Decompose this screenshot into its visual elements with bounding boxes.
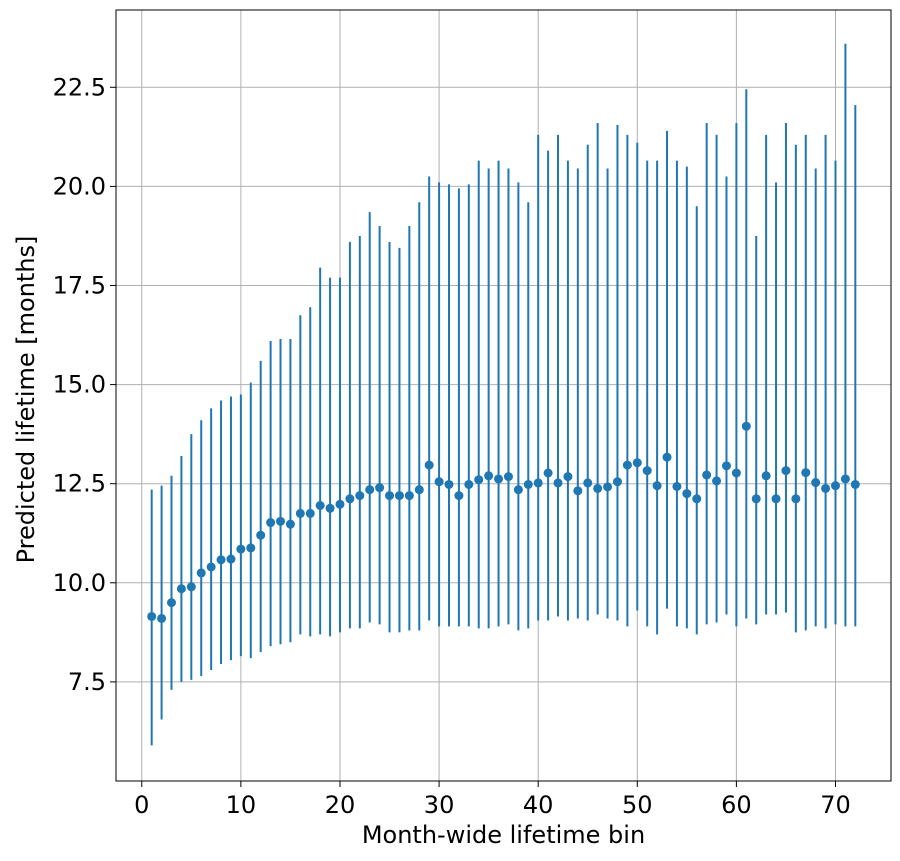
data-point <box>593 483 603 493</box>
data-point <box>751 494 761 504</box>
data-point <box>622 460 632 470</box>
x-tick-label: 60 <box>721 791 752 819</box>
data-point <box>563 472 573 482</box>
data-point <box>434 477 444 487</box>
data-point <box>811 478 821 488</box>
data-point <box>266 518 276 528</box>
y-tick-label: 22.5 <box>53 73 106 101</box>
data-point <box>414 485 424 495</box>
data-point <box>424 460 434 470</box>
data-point <box>682 489 692 499</box>
data-point <box>603 482 613 492</box>
data-point <box>642 466 652 476</box>
x-tick-label: 0 <box>134 791 149 819</box>
x-tick-label: 70 <box>820 791 851 819</box>
data-point <box>831 481 841 491</box>
data-point <box>840 474 850 484</box>
data-point <box>186 582 196 592</box>
data-point <box>216 555 226 565</box>
y-tick-label: 20.0 <box>53 172 106 200</box>
data-point <box>464 479 474 489</box>
data-point <box>850 479 860 489</box>
data-point <box>206 562 216 572</box>
data-point <box>325 503 335 513</box>
y-tick-label: 12.5 <box>53 470 106 498</box>
data-point <box>801 468 811 478</box>
data-point <box>731 468 741 478</box>
data-point <box>672 481 682 491</box>
data-point <box>761 471 771 481</box>
data-point <box>404 491 414 501</box>
plot-frame <box>115 9 892 782</box>
data-point <box>503 472 513 482</box>
x-tick-label: 20 <box>325 791 356 819</box>
data-point <box>523 479 533 489</box>
data-point <box>256 530 266 540</box>
data-point <box>315 501 325 511</box>
data-points <box>147 421 860 623</box>
x-tick-label: 50 <box>622 791 653 819</box>
data-point <box>612 477 622 487</box>
data-point <box>662 452 672 462</box>
data-point <box>236 544 246 554</box>
data-point <box>385 491 395 501</box>
data-point <box>721 461 731 471</box>
data-point <box>741 421 751 431</box>
data-point <box>791 494 801 504</box>
data-point <box>553 478 563 488</box>
y-tick-label: 15.0 <box>53 371 106 399</box>
error-bars <box>150 43 857 746</box>
data-point <box>632 458 642 468</box>
grid-lines <box>116 10 891 781</box>
y-axis-label: Predicted lifetime [months] <box>12 236 40 564</box>
data-point <box>513 485 523 495</box>
data-point <box>573 486 583 496</box>
data-point <box>583 478 593 488</box>
data-point <box>147 611 157 621</box>
data-point <box>246 543 256 553</box>
data-point <box>176 584 186 594</box>
y-tick-label: 10.0 <box>53 569 106 597</box>
x-tick-label: 40 <box>523 791 554 819</box>
data-point <box>484 471 494 481</box>
data-point <box>533 478 543 488</box>
data-point <box>375 483 385 493</box>
data-point <box>196 568 206 578</box>
data-point <box>335 499 345 509</box>
data-point <box>494 474 504 484</box>
data-point <box>692 494 702 504</box>
data-point <box>394 491 404 501</box>
data-point <box>345 494 355 504</box>
data-point <box>305 508 315 518</box>
y-tick-label: 7.5 <box>68 668 106 696</box>
data-point <box>702 470 712 480</box>
data-point <box>226 554 236 564</box>
x-tick-label: 10 <box>226 791 257 819</box>
x-tick-label: 30 <box>424 791 455 819</box>
y-axis-ticks: 7.5 10.0 12.5 15.0 17.5 20.0 22.5 <box>53 73 116 696</box>
data-point <box>276 516 286 526</box>
x-axis-label: Month-wide lifetime bin <box>362 821 645 849</box>
data-point <box>771 494 781 504</box>
data-point <box>295 508 305 518</box>
data-point <box>444 479 454 489</box>
data-point <box>166 598 176 608</box>
data-point <box>781 466 791 476</box>
y-tick-label: 17.5 <box>53 271 106 299</box>
data-point <box>712 476 722 486</box>
data-point <box>285 519 295 529</box>
data-point <box>365 485 375 495</box>
data-point <box>454 491 464 501</box>
data-point <box>474 475 484 485</box>
data-point <box>355 491 365 501</box>
x-axis-ticks: 0 10 20 30 40 50 60 70 <box>134 781 851 819</box>
data-point <box>157 613 167 623</box>
data-point <box>821 483 831 493</box>
data-point <box>543 468 553 478</box>
data-point <box>652 481 662 491</box>
